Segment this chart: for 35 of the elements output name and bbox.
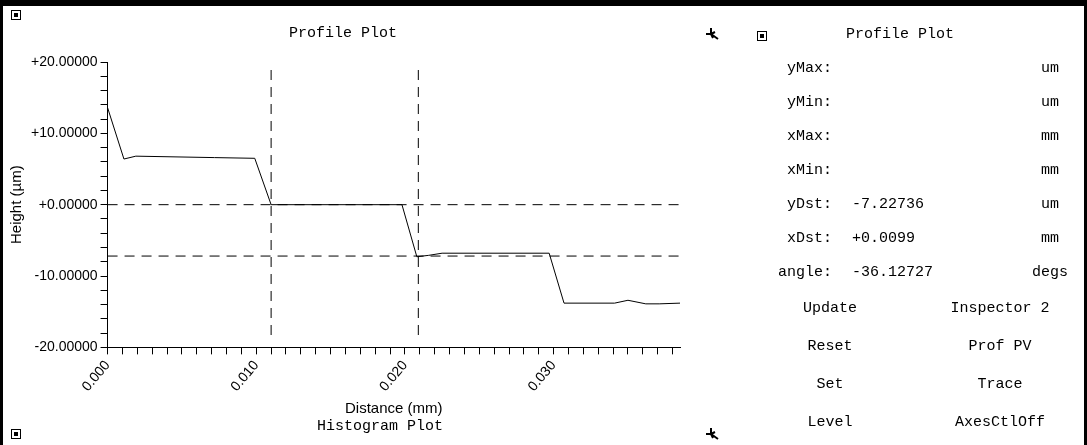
- text: AxesCtlOff: [954, 414, 1046, 431]
- text: -7.22736: [852, 196, 925, 213]
- text: xMin:: [786, 162, 832, 179]
- text: Trace: [976, 376, 1024, 393]
- y-axis-title: Height (µm): [7, 165, 25, 245]
- text: um: [1040, 60, 1060, 77]
- text: Level: [806, 414, 854, 431]
- text: xMax:: [786, 128, 832, 145]
- text: +0.0099: [852, 230, 916, 247]
- text: Set: [815, 376, 845, 393]
- text: Update: [802, 300, 858, 317]
- text: yMin:: [786, 94, 832, 111]
- text: um: [1040, 196, 1060, 213]
- text: degs: [1031, 264, 1069, 281]
- text: angle:: [777, 264, 832, 281]
- text: xDst:: [786, 230, 832, 247]
- text: Reset: [806, 338, 854, 355]
- text: yDst:: [786, 196, 832, 213]
- y-tick-label: -10.00000: [34, 266, 98, 283]
- text: Prof PV: [967, 338, 1033, 355]
- text: um: [1040, 94, 1060, 111]
- text: mm: [1040, 162, 1060, 179]
- y-tick-label: -20.00000: [34, 338, 98, 355]
- text: mm: [1040, 230, 1060, 247]
- text: -36.12727: [852, 264, 934, 281]
- y-tick-label: +0.00000: [38, 195, 98, 212]
- text: Profile Plot: [845, 26, 955, 43]
- y-tick-label: +10.00000: [30, 124, 98, 141]
- x-axis-title: Distance (mm): [345, 399, 443, 417]
- y-tick-label: +20.00000: [30, 52, 98, 69]
- text: yMax:: [786, 60, 832, 77]
- chart-title: Profile Plot: [288, 24, 398, 42]
- text: mm: [1040, 128, 1060, 145]
- text: Histogram Plot: [316, 418, 444, 435]
- text: Inspector 2: [949, 300, 1051, 317]
